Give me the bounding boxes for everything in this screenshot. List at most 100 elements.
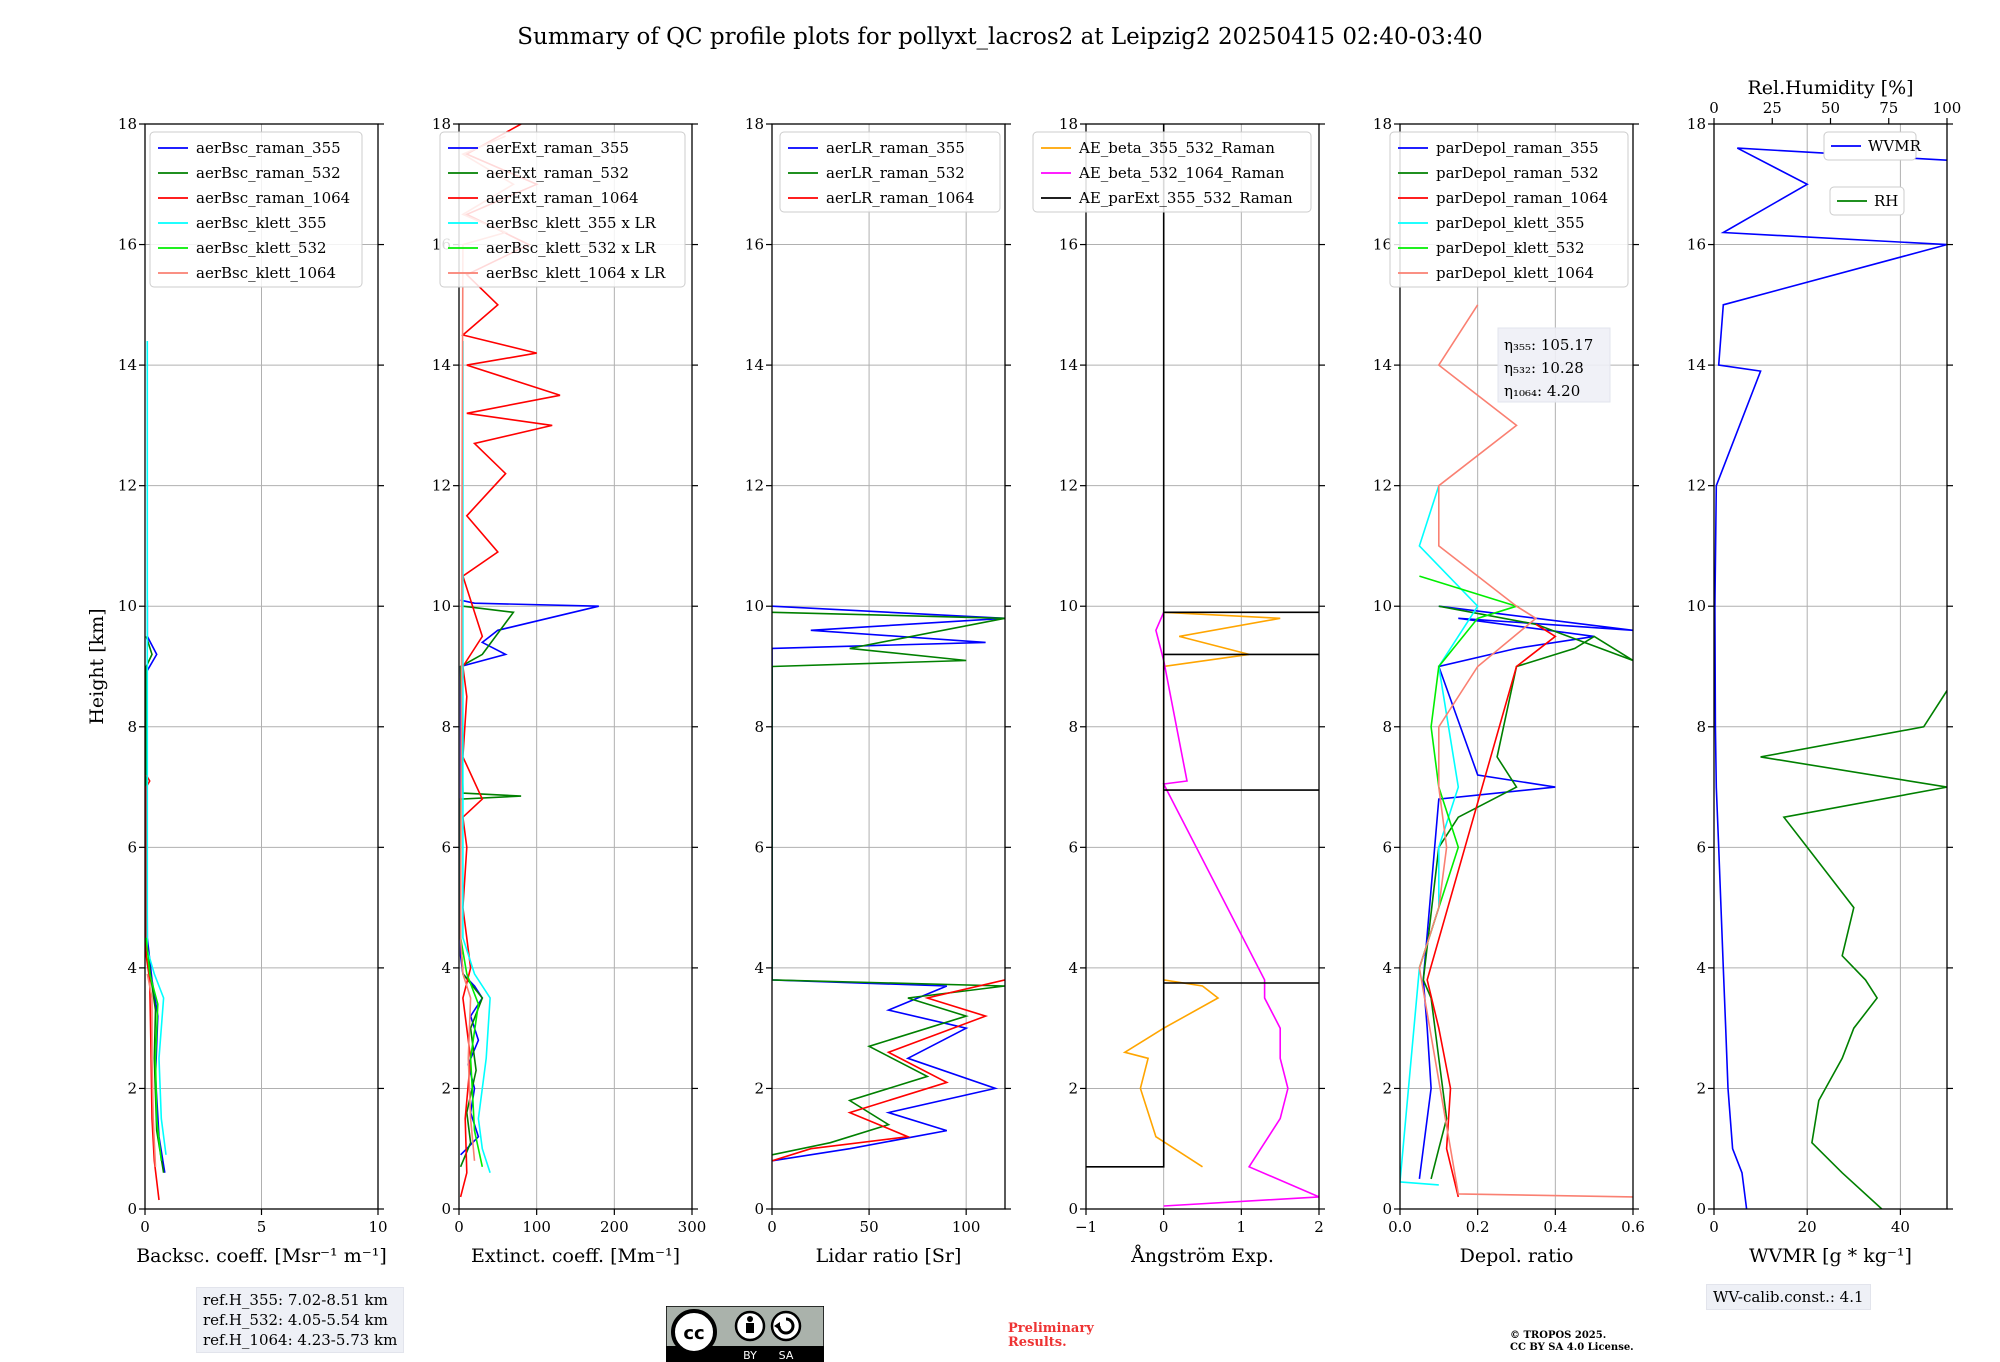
- y-tick-label: 6: [1696, 838, 1706, 856]
- legend-entry: aerBsc_klett_532 x LR: [486, 239, 657, 257]
- x-tick-label: −1: [1075, 1218, 1097, 1236]
- y-tick-label: 6: [754, 838, 764, 856]
- cc-sa-label: SA: [779, 1349, 794, 1362]
- y-tick-label: 2: [1696, 1079, 1706, 1097]
- cc-icon: [671, 1309, 717, 1355]
- top-x-tick-label: 100: [1933, 99, 1962, 117]
- top-x-tick-label: 25: [1763, 99, 1782, 117]
- y-tick-label: 4: [1068, 959, 1078, 977]
- legend-entry: AE_parExt_355_532_Raman: [1078, 189, 1293, 207]
- y-tick-label: 14: [1373, 356, 1392, 374]
- top-x-axis-label: Rel.Humidity [%]: [1747, 77, 1913, 99]
- extinction-legend: aerExt_raman_355 aerExt_raman_532 aerExt_r…: [439, 131, 686, 288]
- preliminary-note: Preliminary Results.: [1008, 1322, 1094, 1350]
- copyright-note: © TROPOS 2025. CC BY SA 4.0 License.: [1510, 1330, 1634, 1354]
- svg-text:cc: cc: [683, 1323, 704, 1344]
- legend-entry: parDepol_raman_355: [1436, 139, 1599, 157]
- legend-entry: parDepol_klett_532: [1436, 239, 1585, 257]
- legend-entry: aerLR_raman_532: [826, 164, 965, 182]
- x-tick-label: 0.6: [1621, 1218, 1645, 1236]
- y-tick-label: 0: [1382, 1200, 1392, 1218]
- series-line-pardepol-klett-532: [1418, 575, 1520, 969]
- y-tick-label: 8: [754, 718, 764, 736]
- y-tick-label: 4: [754, 959, 764, 977]
- series-line-ae-beta-355-532-raman: [1122, 611, 1281, 1168]
- y-tick-label: 12: [1373, 477, 1392, 495]
- y-tick-label: 6: [127, 838, 137, 856]
- legend-frame: [1032, 131, 1312, 213]
- y-tick-label: 2: [1068, 1079, 1078, 1097]
- y-tick-label: 10: [432, 597, 451, 615]
- legend-entry: RH: [1874, 192, 1898, 210]
- lidarratio-legend: aerLR_raman_355 aerLR_raman_532 aerLR_rama…: [779, 131, 1001, 213]
- y-tick-label: 16: [1687, 236, 1706, 254]
- y-tick-label: 8: [1696, 718, 1706, 736]
- x-tick-label: 0: [767, 1218, 777, 1236]
- lidarratio-series-group: [772, 605, 1005, 1162]
- y-tick-label: 14: [745, 356, 764, 374]
- copyright-line-2: CC BY SA 4.0 License.: [1510, 1342, 1634, 1353]
- eta-value-label: η₃₅₅: 105.17: [1504, 336, 1593, 354]
- y-tick-label: 2: [754, 1079, 764, 1097]
- legend-frame: [149, 131, 363, 288]
- legend-entry: aerBsc_klett_1064 x LR: [486, 264, 666, 282]
- series-line-aerbsc-raman-1064: [145, 774, 160, 1201]
- series-line-ae-beta-532-1064-raman: [1155, 611, 1319, 1207]
- series-line-pardepol-raman-355: [1418, 605, 1633, 1180]
- wvmr-legend: WVMR RH: [1823, 131, 1922, 216]
- top-x-tick-label: 0: [1709, 99, 1719, 117]
- legend-entry: aerBsc_klett_355 x LR: [486, 214, 657, 232]
- legend-frame: [439, 131, 686, 288]
- top-x-tick-label: 50: [1821, 99, 1840, 117]
- backscatter-legend: aerBsc_raman_355 aerBsc_raman_532 aerBsc_r…: [149, 131, 363, 288]
- y-tick-label: 16: [1373, 236, 1392, 254]
- y-tick-label: 0: [1068, 1200, 1078, 1218]
- backscatter-panel: 0 5 10 0 2 4 6 8 10 12 14 16 18 Backsc. coeff. [Msr⁻¹…: [86, 115, 388, 1267]
- legend-entry: aerBsc_raman_532: [196, 164, 341, 182]
- x-tick-label: 0: [1159, 1218, 1169, 1236]
- y-tick-label: 4: [1382, 959, 1392, 977]
- cc-by-label: BY: [743, 1349, 757, 1362]
- x-tick-label: 0: [140, 1218, 150, 1236]
- sa-share-icon: [770, 1310, 802, 1342]
- series-line-wvmr: [1714, 147, 1947, 1209]
- backscatter-series-group: [145, 341, 167, 1201]
- wv-calib-box: WV-calib.const.: 4.1: [1706, 1284, 1871, 1310]
- series-line-pardepol-raman-532: [1422, 605, 1633, 1180]
- x-tick-label: 0: [454, 1218, 464, 1236]
- depol-eta-annotation: η₃₅₅: 105.17 η₅₃₂: 10.28 η₁₀₆₄: 4.20: [1497, 327, 1611, 403]
- y-tick-label: 14: [432, 356, 451, 374]
- y-tick-label: 10: [1373, 597, 1392, 615]
- depol-axes-frame: [1399, 123, 1634, 1210]
- eta-value-label: η₁₀₆₄: 4.20: [1504, 382, 1580, 400]
- lidarratio-x-axis-label: Lidar ratio [Sr]: [816, 1245, 962, 1267]
- refh-355-label: ref.H_355: 7.02-8.51 km: [203, 1291, 388, 1309]
- series-line-aerbsc-klett-532-x-lr: [459, 937, 484, 1167]
- wvmr-panel: 0 20 40 0 2 4 6 8 10 12 14 16 18 WVMR [g * kg⁻¹] 0 25 50…: [1687, 77, 1961, 1267]
- figure-title: Summary of QC profile plots for pollyxt_…: [517, 24, 1482, 50]
- y-tick-label: 18: [432, 115, 451, 133]
- wvmr-series-group: [1714, 147, 1947, 1209]
- legend-entry: AE_beta_355_532_Raman: [1078, 139, 1275, 157]
- depol-series-group: [1400, 304, 1633, 1198]
- y-tick-label: 18: [1059, 115, 1078, 133]
- preliminary-line-1: Preliminary: [1008, 1321, 1094, 1336]
- y-tick-label: 6: [441, 838, 451, 856]
- x-tick-label: 100: [952, 1218, 981, 1236]
- y-tick-label: 12: [1059, 477, 1078, 495]
- y-tick-label: 6: [1068, 838, 1078, 856]
- x-tick-label: 300: [678, 1218, 707, 1236]
- y-tick-label: 2: [1382, 1079, 1392, 1097]
- y-tick-label: 18: [1687, 115, 1706, 133]
- x-tick-label: 50: [860, 1218, 879, 1236]
- x-tick-label: 0.4: [1543, 1218, 1567, 1236]
- legend-entry: parDepol_klett_355: [1436, 214, 1585, 232]
- eta-value-label: η₅₃₂: 10.28: [1504, 359, 1584, 377]
- y-tick-label: 10: [1687, 597, 1706, 615]
- legend-entry: parDepol_raman_532: [1436, 164, 1599, 182]
- legend-frame: [779, 131, 1001, 213]
- y-tick-label: 10: [1059, 597, 1078, 615]
- angstrom-series-group: [1086, 124, 1319, 1207]
